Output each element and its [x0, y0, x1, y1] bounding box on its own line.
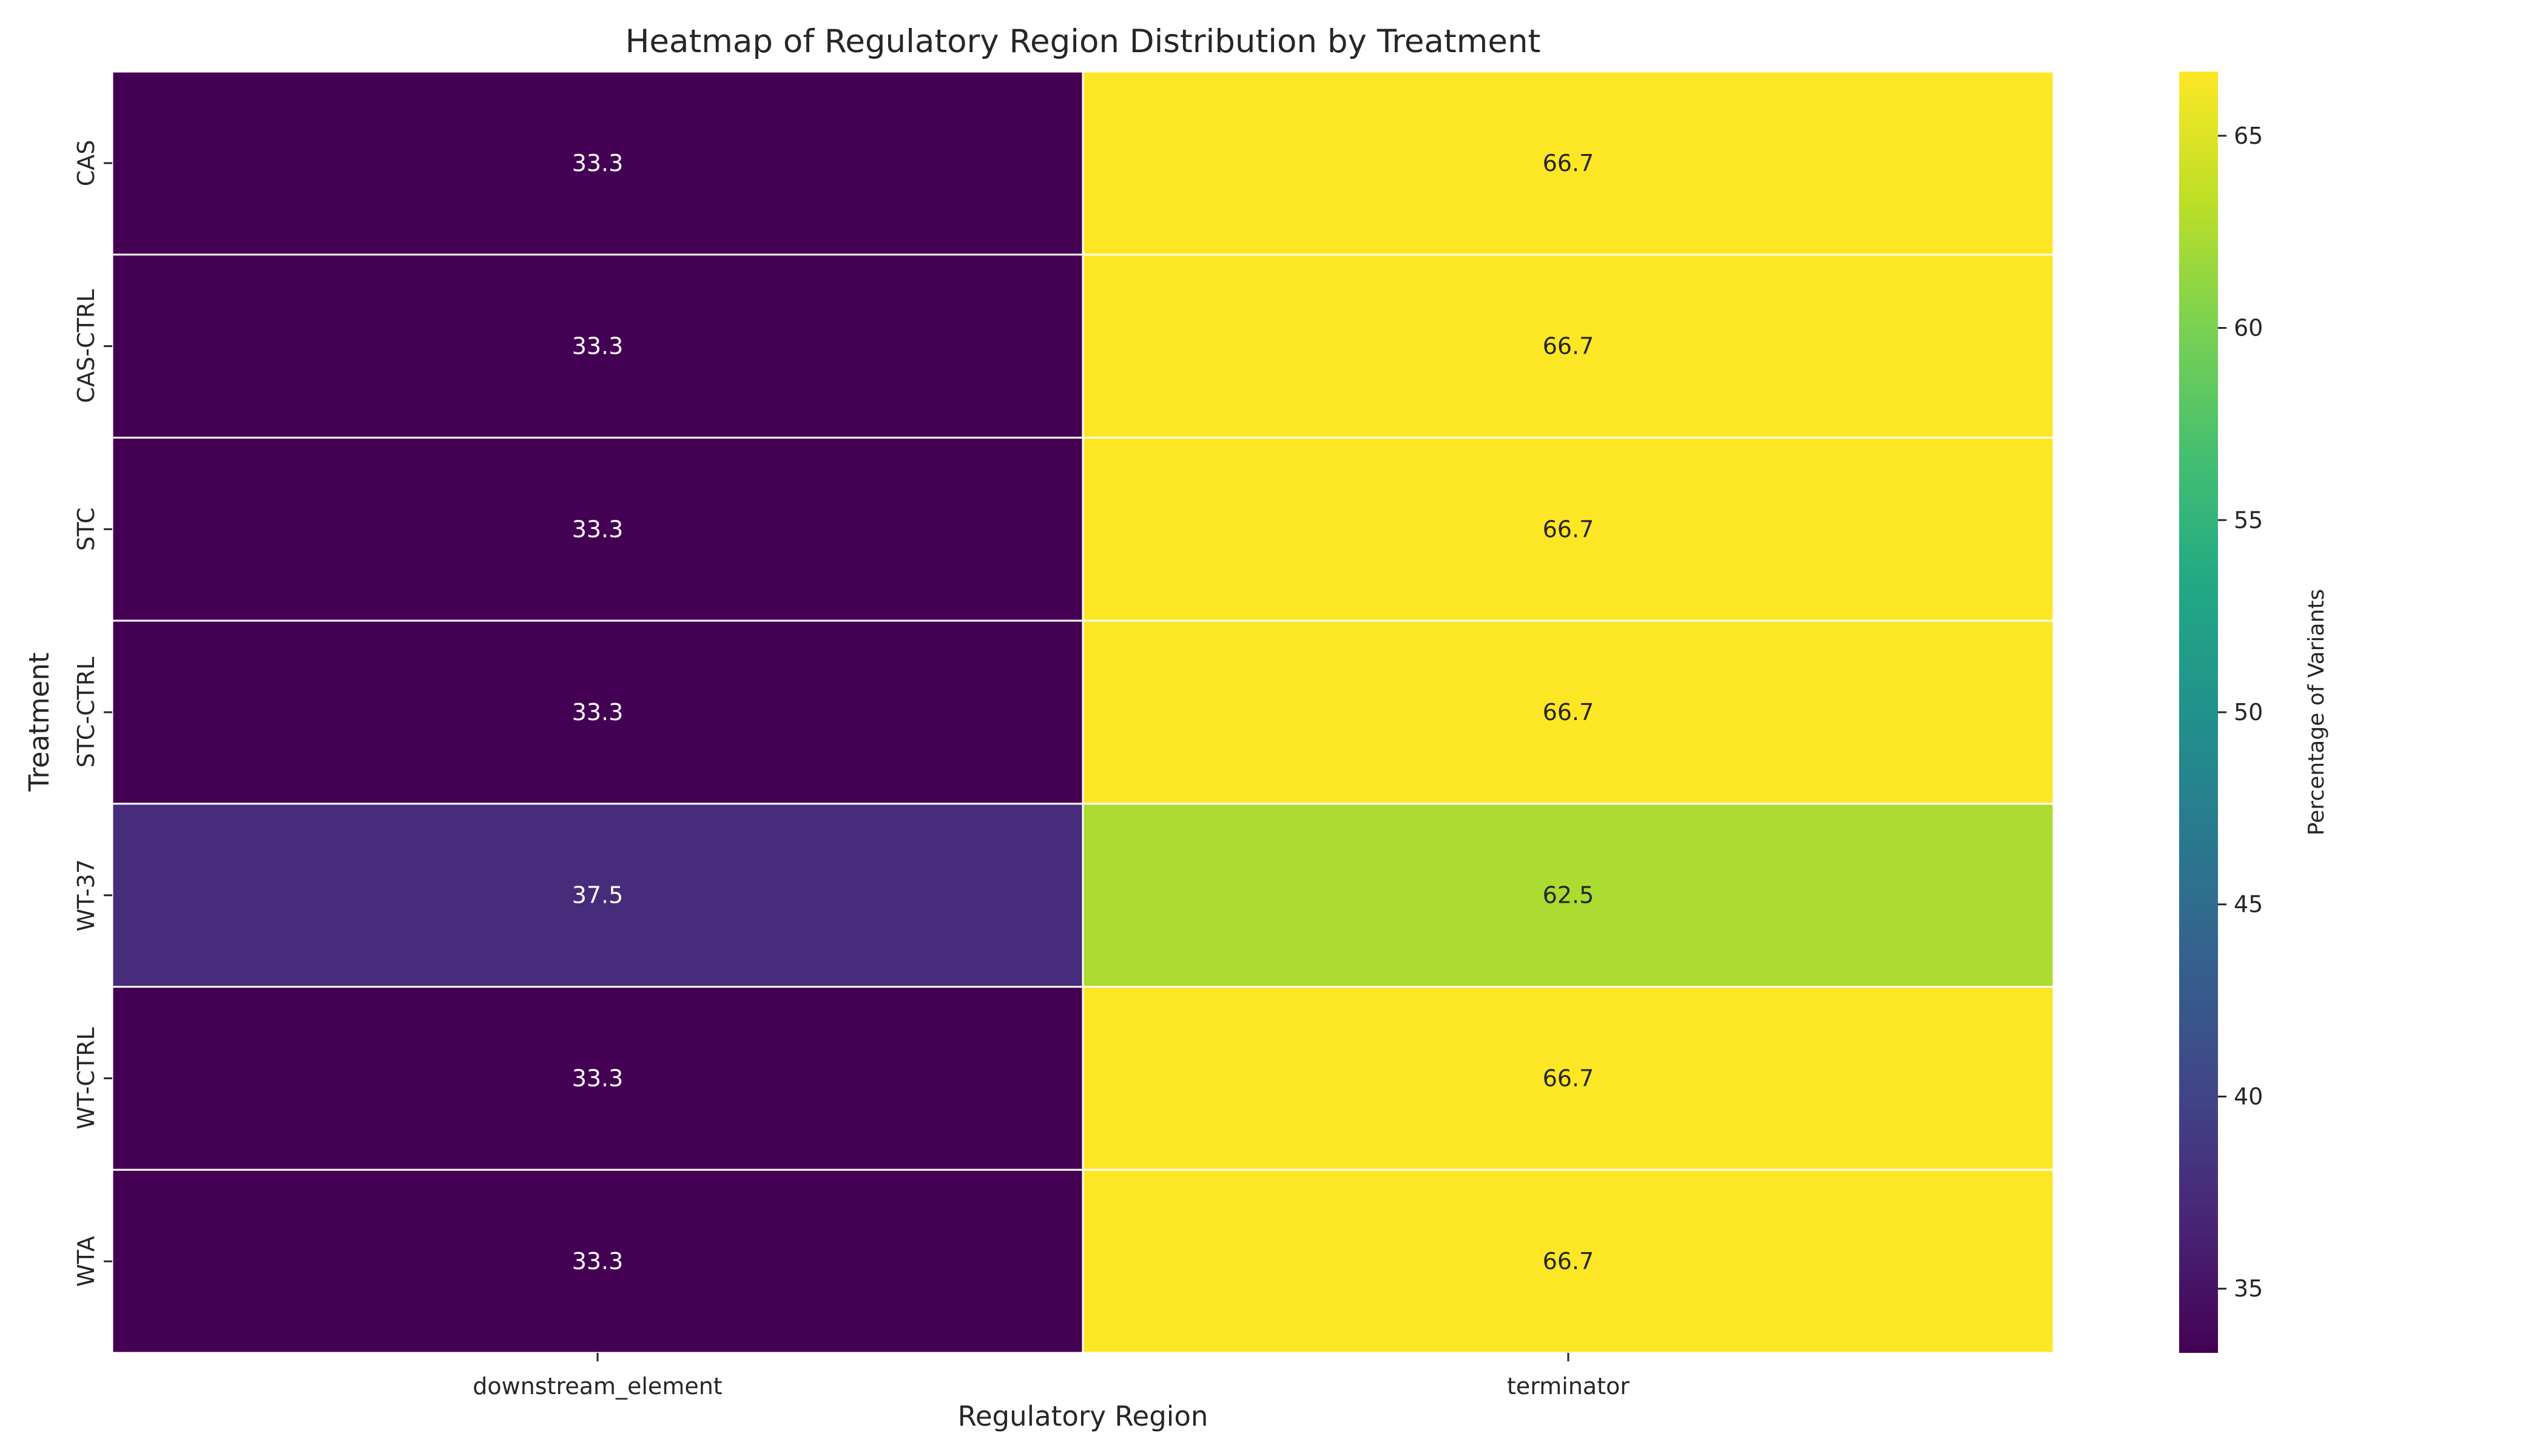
y-axis-label: Treatment: [23, 653, 55, 792]
cell-value-label: 33.3: [572, 699, 624, 726]
colorbar-tick-label: 45: [2234, 891, 2263, 918]
y-tick-label: STC-CTRL: [73, 657, 99, 768]
colorbar-ticks: 35 40 45 50 55 60 65: [2218, 123, 2263, 1302]
cell-value-label: 33.3: [572, 1248, 624, 1275]
colorbar-tick-label: 40: [2234, 1083, 2263, 1110]
colorbar-tick-label: 35: [2234, 1275, 2263, 1302]
colorbar-tick-label: 60: [2234, 315, 2263, 342]
heatmap-cell: [1082, 986, 2055, 1171]
cell-value-label: 66.7: [1543, 516, 1594, 542]
y-tick-label: STC: [73, 507, 99, 551]
cell-value-label: 33.3: [572, 333, 624, 360]
x-tick-label: terminator: [1507, 1373, 1630, 1400]
y-tick-label: WTA: [73, 1236, 99, 1287]
x-axis-label: Regulatory Region: [958, 1400, 1208, 1432]
x-axis-ticks: downstream_element terminator: [473, 1353, 1630, 1400]
heatmap-cells: [111, 70, 2055, 1354]
cell-value-label: 37.5: [572, 882, 624, 909]
y-tick-label: WT-CTRL: [73, 1027, 99, 1129]
x-tick-label: downstream_element: [473, 1373, 722, 1400]
heatmap-cell: [1082, 619, 2055, 805]
heatmap-cell: [1082, 70, 2055, 256]
heatmap-cell: [111, 619, 1084, 805]
y-tick-label: CAS-CTRL: [73, 289, 99, 403]
cell-value-label: 62.5: [1543, 882, 1594, 909]
heatmap-cell: [111, 436, 1084, 622]
heatmap-cell: [1082, 1168, 2055, 1354]
cell-value-label: 66.7: [1543, 1248, 1594, 1275]
colorbar: [2179, 72, 2218, 1353]
cell-value-label: 33.3: [572, 150, 624, 177]
heatmap-cell: [1082, 803, 2055, 988]
y-tick-label: CAS: [73, 140, 99, 187]
y-tick-label: WT-37: [73, 859, 99, 931]
heatmap-cell: [111, 1168, 1084, 1354]
heatmap-cell: [1082, 436, 2055, 622]
colorbar-tick-label: 50: [2234, 699, 2263, 726]
heatmap-cell-labels: 33.3 66.7 33.3 66.7 33.3 66.7 33.3 66.7 37.5 62.5…: [572, 150, 1594, 1275]
chart-title: Heatmap of Regulatory Region Distributio…: [625, 23, 1541, 60]
heatmap-cell: [111, 70, 1084, 256]
cell-value-label: 66.7: [1543, 333, 1594, 360]
y-axis-ticks: CAS CAS-CTRL STC STC-CTRL WT-37 WT-CTRL WTA: [73, 140, 112, 1287]
cell-value-label: 33.3: [572, 1065, 624, 1091]
colorbar-tick-label: 65: [2234, 123, 2263, 149]
colorbar-tick-label: 55: [2234, 507, 2263, 533]
heatmap-cell: [1082, 254, 2055, 439]
cell-value-label: 66.7: [1543, 150, 1594, 177]
cell-value-label: 66.7: [1543, 1065, 1594, 1091]
cell-value-label: 33.3: [572, 516, 624, 542]
heatmap-cell: [111, 254, 1084, 439]
colorbar-label: Percentage of Variants: [2304, 589, 2329, 836]
cell-value-label: 66.7: [1543, 699, 1594, 726]
